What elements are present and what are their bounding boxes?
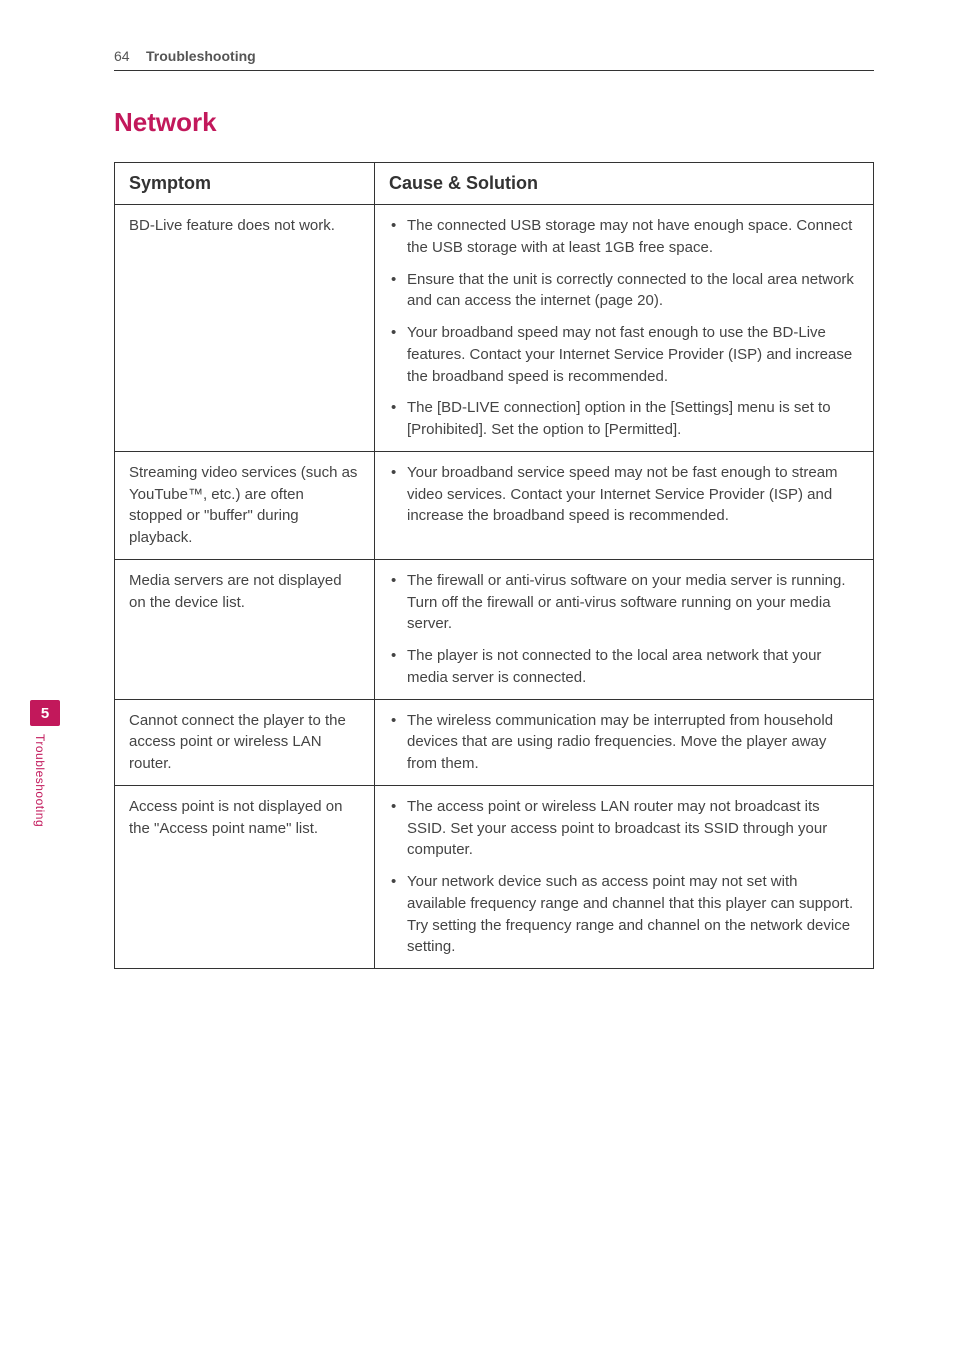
cause-item: The wireless communication may be interr… bbox=[389, 710, 859, 775]
table-header-symptom: Symptom bbox=[115, 163, 375, 205]
table-row: Access point is not displayed on the "Ac… bbox=[115, 785, 874, 968]
table-row: BD-Live feature does not work. The conne… bbox=[115, 205, 874, 452]
table-body: BD-Live feature does not work. The conne… bbox=[115, 205, 874, 969]
side-tab-label: Troubleshooting bbox=[33, 734, 47, 827]
page-number: 64 bbox=[114, 48, 130, 64]
cause-cell: The connected USB storage may not have e… bbox=[375, 205, 874, 452]
cause-item: The access point or wireless LAN router … bbox=[389, 796, 859, 861]
cause-cell: Your broadband service speed may not be … bbox=[375, 451, 874, 559]
symptom-cell: Access point is not displayed on the "Ac… bbox=[115, 785, 375, 968]
troubleshooting-table: Symptom Cause & Solution BD-Live feature… bbox=[114, 162, 874, 969]
cause-item: The firewall or anti-virus software on y… bbox=[389, 570, 859, 635]
symptom-cell: Media servers are not displayed on the d… bbox=[115, 559, 375, 699]
cause-item: The player is not connected to the local… bbox=[389, 645, 859, 689]
symptom-cell: Cannot connect the player to the access … bbox=[115, 699, 375, 785]
section-title: Network bbox=[114, 107, 874, 138]
table-row: Streaming video services (such as YouTub… bbox=[115, 451, 874, 559]
cause-item: Ensure that the unit is correctly connec… bbox=[389, 269, 859, 313]
side-tab-number: 5 bbox=[30, 700, 60, 726]
cause-item: The [BD-LIVE connection] option in the [… bbox=[389, 397, 859, 441]
cause-cell: The access point or wireless LAN router … bbox=[375, 785, 874, 968]
table-row: Cannot connect the player to the access … bbox=[115, 699, 874, 785]
cause-cell: The firewall or anti-virus software on y… bbox=[375, 559, 874, 699]
cause-item: Your broadband speed may not fast enough… bbox=[389, 322, 859, 387]
page-header: 64 Troubleshooting bbox=[114, 0, 874, 71]
table-header-cause: Cause & Solution bbox=[375, 163, 874, 205]
symptom-cell: BD-Live feature does not work. bbox=[115, 205, 375, 452]
cause-item: Your network device such as access point… bbox=[389, 871, 859, 958]
symptom-cell: Streaming video services (such as YouTub… bbox=[115, 451, 375, 559]
cause-item: Your broadband service speed may not be … bbox=[389, 462, 859, 527]
table-row: Media servers are not displayed on the d… bbox=[115, 559, 874, 699]
cause-cell: The wireless communication may be interr… bbox=[375, 699, 874, 785]
cause-item: The connected USB storage may not have e… bbox=[389, 215, 859, 259]
section-name: Troubleshooting bbox=[146, 48, 256, 64]
